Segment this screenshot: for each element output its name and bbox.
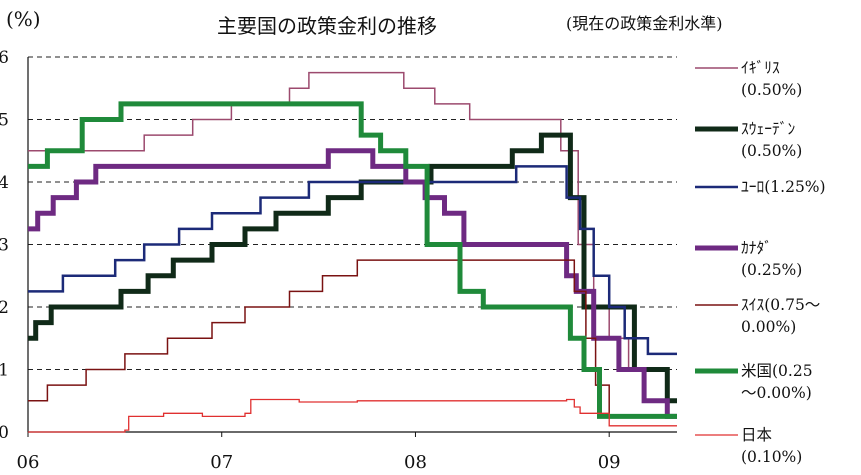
legend-text-6-0: 日本 bbox=[741, 426, 773, 444]
legend-label-4: ｽｲｽ(0.75～ 0.00%) bbox=[741, 294, 820, 338]
y-tick-label-0: 0 bbox=[0, 423, 9, 443]
y-tick-label-6: 6 bbox=[0, 48, 9, 68]
legend-text-2-0: ﾕｰﾛ(1.25%) bbox=[741, 178, 826, 196]
legend-text-0-0: ｲｷﾞﾘｽ bbox=[741, 59, 780, 77]
series-line-1 bbox=[28, 132, 677, 404]
legend-label-3: ｶﾅﾀﾞ (0.25%) bbox=[741, 237, 802, 281]
legend-text-4-0: ｽｲｽ(0.75～ bbox=[741, 296, 821, 314]
series-line-4 bbox=[28, 259, 677, 418]
legend-text-1-1: (0.50%) bbox=[741, 142, 803, 160]
y-axis-label: (%) bbox=[6, 7, 41, 31]
x-tick-label-09: 09 bbox=[598, 452, 621, 473]
legend-text-0-1: (0.50%) bbox=[741, 81, 803, 99]
legend-label-2: ﾕｰﾛ(1.25%) bbox=[741, 176, 826, 198]
legend-text-5-1: ～0.00%) bbox=[741, 384, 812, 402]
series-line-6 bbox=[28, 398, 677, 433]
legend-text-4-1: 0.00%) bbox=[741, 318, 797, 336]
legend-label-0: ｲｷﾞﾘｽ (0.50%) bbox=[741, 57, 802, 101]
series-line-5 bbox=[28, 101, 677, 419]
chart-title: 主要国の政策金利の推移 bbox=[217, 14, 437, 38]
legend-label-5: 米国(0.25 ～0.00%) bbox=[741, 360, 813, 404]
y-tick-label-4: 4 bbox=[0, 173, 9, 193]
legend-text-3-0: ｶﾅﾀﾞ bbox=[741, 239, 773, 257]
legend-label-6: 日本 (0.10%) bbox=[741, 424, 802, 468]
legend-label-1: ｽｳｪｰﾃﾞﾝ (0.50%) bbox=[741, 118, 802, 162]
legend-text-6-1: (0.10%) bbox=[741, 448, 803, 466]
y-tick-label-2: 2 bbox=[0, 298, 9, 318]
x-tick-label-06: 06 bbox=[17, 452, 40, 473]
y-tick-label-1: 1 bbox=[0, 361, 9, 381]
x-tick-label-07: 07 bbox=[210, 452, 233, 473]
y-tick-label-3: 3 bbox=[0, 236, 9, 256]
series-line-0 bbox=[28, 71, 677, 402]
chart-subtitle: (現在の政策金利水準) bbox=[566, 14, 723, 33]
legend-text-3-1: (0.25%) bbox=[741, 261, 803, 279]
legend-text-5-0: 米国(0.25 bbox=[741, 362, 813, 380]
series-line-2 bbox=[28, 165, 677, 356]
series-line-3 bbox=[28, 148, 677, 419]
legend-text-1-0: ｽｳｪｰﾃﾞﾝ bbox=[741, 120, 796, 138]
y-tick-label-5: 5 bbox=[0, 111, 9, 131]
x-tick-label-08: 08 bbox=[404, 452, 427, 473]
